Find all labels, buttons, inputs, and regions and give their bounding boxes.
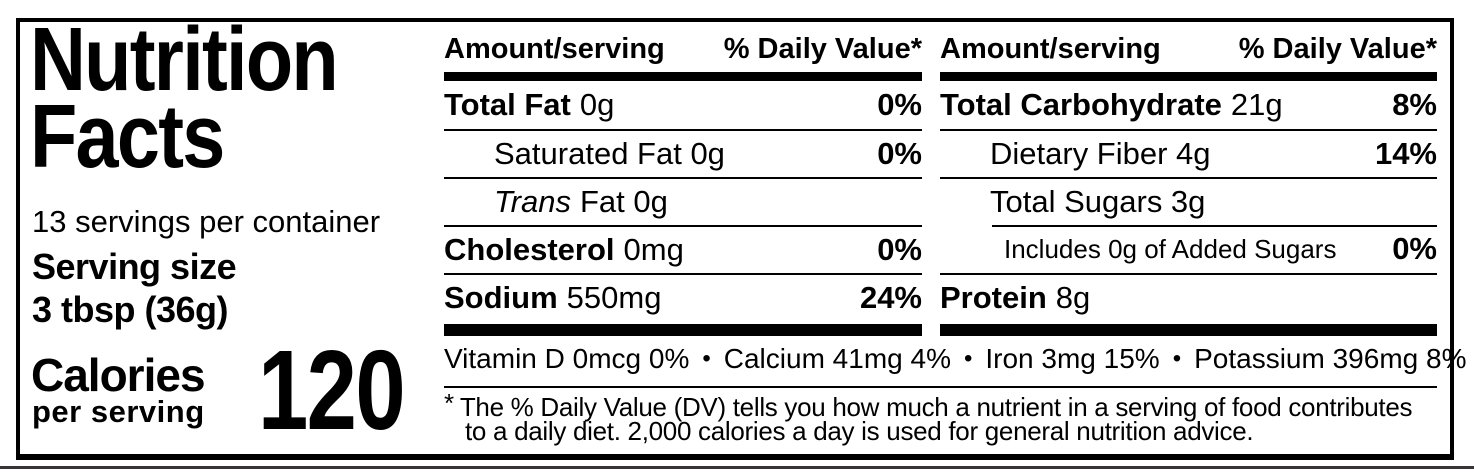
nutrient-name: Total Carbohydrate: [940, 87, 1222, 122]
panel-bottom-bar: [444, 324, 922, 336]
nutrient-daily-value: 0%: [877, 232, 922, 267]
micronutrient-vitamin-d: Vitamin D 0mcg 0%: [444, 343, 690, 374]
title-line-1: Nutrition: [30, 10, 339, 110]
daily-value-header: % Daily Value*: [1238, 33, 1437, 65]
nutrient-amount: 0mg: [623, 232, 684, 267]
serving-size-label: Serving size: [32, 246, 237, 287]
nutrient-row-protein: Protein 8g: [940, 273, 1437, 321]
footnote-asterisk: *: [444, 388, 454, 418]
panel-header: Amount/serving % Daily Value*: [444, 26, 922, 72]
header-separator-bar: [940, 72, 1437, 81]
footnote-line-1: * The % Daily Value (DV) tells you how mu…: [444, 390, 1437, 422]
nutrient-name: Cholesterol: [444, 232, 615, 267]
calories-sublabel: per serving: [32, 394, 205, 429]
nutrient-name-italic: Trans: [494, 184, 571, 219]
nutrient-row-added-sugars: Includes 0g of Added Sugars 0%: [940, 225, 1437, 273]
servings-per-container: 13 servings per container: [32, 204, 381, 239]
nutrient-name: Dietary Fiber 4g: [990, 136, 1211, 171]
nutrient-name: Sodium: [444, 280, 558, 315]
micronutrient-calcium: Calcium 41mg 4%: [723, 343, 951, 374]
nutrient-daily-value: 8%: [1392, 87, 1437, 122]
footnote-line-2: to a daily diet. 2,000 calories a day is…: [465, 416, 1254, 446]
nutrient-amount: 8g: [1055, 280, 1091, 315]
panel-bottom-bar: [940, 324, 1437, 336]
nutrient-row-dietary-fiber: Dietary Fiber 4g 14%: [940, 129, 1437, 177]
header-separator-bar: [444, 72, 922, 81]
nutrient-name: Includes 0g of Added Sugars: [1004, 233, 1337, 264]
bullet-separator: •: [1172, 345, 1182, 372]
title-line-2: Facts: [30, 87, 225, 187]
panel-header: Amount/serving % Daily Value*: [940, 26, 1437, 72]
bullet-separator: •: [702, 345, 711, 372]
footnote: * The % Daily Value (DV) tells you how mu…: [444, 388, 1437, 446]
calories-value: 120: [258, 327, 406, 453]
micronutrients-row: Vitamin D 0mcg 0% • Calcium 41mg 4% • Ir…: [444, 332, 1466, 388]
nutrient-row-total-sugars: Total Sugars 3g: [940, 177, 1437, 225]
nutrient-row-total-fat: Total Fat 0g 0%: [444, 81, 922, 129]
bottom-divider-line: [0, 466, 1474, 469]
nutrient-name: Saturated Fat 0g: [494, 136, 725, 171]
nutrient-row-total-carbohydrate: Total Carbohydrate 21g 8%: [940, 81, 1437, 129]
nutrient-row-trans-fat: Trans Fat 0g: [444, 177, 922, 225]
nutrient-daily-value: 0%: [1392, 231, 1437, 266]
nutrient-daily-value: 24%: [859, 280, 922, 315]
micronutrient-iron: Iron 3mg 15%: [985, 343, 1160, 374]
amount-serving-header: Amount/serving: [444, 33, 665, 65]
nutrient-name: Total Sugars 3g: [990, 184, 1206, 219]
nutrient-row-sodium: Sodium 550mg 24%: [444, 273, 922, 321]
label-bottom-section: Vitamin D 0mcg 0% • Calcium 41mg 4% • Ir…: [444, 332, 1466, 446]
nutrient-daily-value: 0%: [877, 87, 922, 122]
micronutrient-potassium: Potassium 396mg 8%: [1194, 343, 1467, 374]
nutrient-row-saturated-fat: Saturated Fat 0g 0%: [444, 129, 922, 177]
nutrient-amount: 0g: [579, 87, 615, 122]
panel-carb-protein: Amount/serving % Daily Value* Total Carb…: [940, 26, 1437, 336]
nutrient-daily-value: 14%: [1374, 136, 1437, 171]
calories-label: Calories: [31, 349, 206, 401]
bullet-separator: •: [963, 345, 973, 372]
panel-fat-sodium: Amount/serving % Daily Value* Total Fat 0…: [444, 26, 922, 336]
nutrient-name: Protein: [940, 280, 1047, 315]
footnote-text: The % Daily Value (DV) tells you how muc…: [459, 392, 1413, 422]
serving-size-value: 3 tbsp (36g): [32, 289, 229, 330]
nutrient-daily-value: 0%: [877, 136, 922, 171]
nutrient-name: Fat 0g: [579, 184, 668, 219]
nutrient-name: Total Fat: [444, 87, 571, 122]
amount-serving-header: Amount/serving: [940, 33, 1161, 65]
nutrient-amount: 21g: [1230, 87, 1283, 122]
nutrient-amount: 550mg: [566, 280, 662, 315]
label-title: Nutrition Facts: [30, 10, 339, 187]
daily-value-header: % Daily Value*: [723, 33, 922, 65]
nutrient-row-cholesterol: Cholesterol 0mg 0%: [444, 225, 922, 273]
